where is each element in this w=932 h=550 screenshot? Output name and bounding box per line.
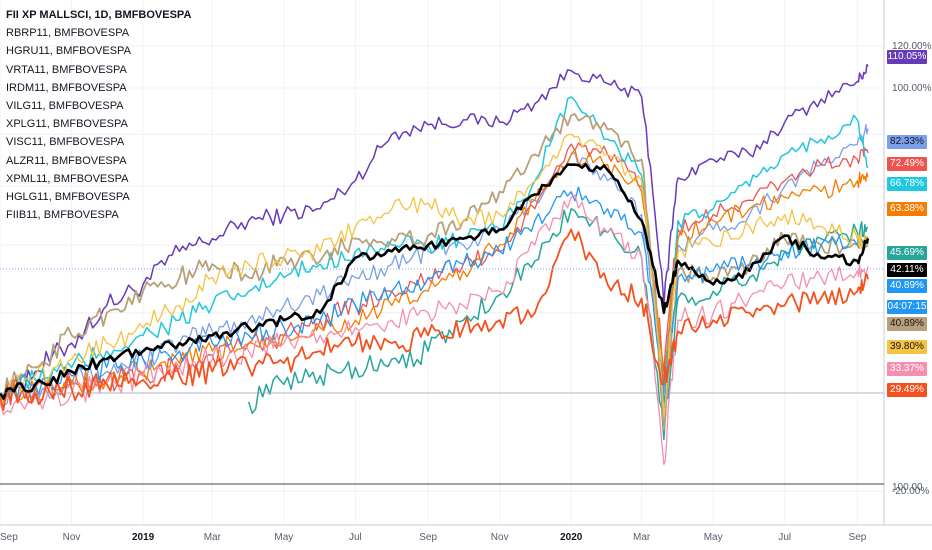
price-badge: 39.80% — [887, 340, 927, 354]
legend-entry[interactable]: VILG11, BMFBOVESPA — [6, 100, 124, 113]
price-badge: 63.38% — [887, 202, 927, 216]
price-badge: 66.78% — [887, 177, 927, 191]
legend-entry[interactable]: VISC11, BMFBOVESPA — [6, 136, 125, 149]
legend-entry[interactable]: HGLG11, BMFBOVESPA — [6, 191, 130, 204]
x-tick-label: Jul — [349, 532, 362, 543]
price-badge: 40.89% — [887, 279, 927, 293]
legend-title[interactable]: FII XP MALLSCI, 1D, BMFBOVESPA — [6, 9, 192, 21]
legend-entry[interactable]: RBRP11, BMFBOVESPA — [6, 27, 130, 40]
legend: FII XP MALLSCI, 1D, BMFBOVESPA RBRP11, BM… — [6, 6, 191, 224]
x-tick-label: Jul — [778, 532, 791, 543]
series-line — [247, 208, 869, 441]
price-badge: 42.11% — [887, 263, 927, 277]
x-tick-label: May — [274, 532, 293, 543]
x-tick-label: Sep — [419, 532, 437, 543]
series-line — [0, 133, 869, 417]
lower-pane-tick-label: 100.00 — [892, 482, 923, 493]
x-tick-label: 2019 — [132, 532, 155, 543]
legend-entry[interactable]: XPML11, BMFBOVESPA — [6, 172, 129, 185]
price-badge: 29.49% — [887, 383, 927, 397]
x-tick-label: Nov — [63, 532, 81, 543]
x-tick-label: Nov — [491, 532, 509, 543]
y-axis: 120.00% 100.00% -20.00%100.00 — [892, 41, 932, 497]
countdown-badge: 04:07:15 — [887, 300, 927, 314]
y-tick-label: -20.00% — [892, 486, 929, 497]
x-tick-label: Mar — [204, 532, 222, 543]
x-tick-label: Mar — [633, 532, 651, 543]
price-badge: 40.89% — [887, 317, 927, 331]
series-line — [0, 194, 869, 466]
x-axis: Sep Nov 2019 Mar May Jul Sep Nov 2020 Mar May Jul Se… — [0, 532, 867, 543]
legend-entry[interactable]: ALZR11, BMFBOVESPA — [6, 154, 127, 167]
axes — [0, 0, 932, 526]
x-tick-label: Sep — [849, 532, 867, 543]
y-tick-label: 100.00% — [892, 83, 932, 94]
series-line — [0, 162, 870, 400]
series-line — [0, 228, 869, 411]
legend-entry[interactable]: XPLG11, BMFBOVESPA — [6, 118, 128, 131]
legend-entry[interactable]: FIIB11, BMFBOVESPA — [6, 209, 119, 222]
legend-entry[interactable]: VRTA11, BMFBOVESPA — [6, 63, 127, 76]
price-badge: 45.69% — [887, 246, 927, 260]
x-tick-label: Sep — [0, 532, 18, 543]
series-line — [0, 63, 869, 405]
series-line — [0, 123, 869, 407]
series-line — [0, 148, 869, 407]
series-layer — [0, 63, 870, 466]
x-tick-label: 2020 — [560, 532, 583, 543]
y-tick-label: 120.00% — [892, 41, 932, 52]
x-tick-label: May — [704, 532, 723, 543]
legend-entry[interactable]: IRDM11, BMFBOVESPA — [6, 81, 127, 94]
price-badge: 72.49% — [887, 157, 927, 171]
price-badge: 33.37% — [887, 362, 927, 376]
price-badge: 110.05% — [887, 50, 927, 64]
price-badge: 82.33% — [887, 135, 927, 149]
legend-entry[interactable]: HGRU11, BMFBOVESPA — [6, 45, 131, 58]
grid — [0, 0, 884, 525]
